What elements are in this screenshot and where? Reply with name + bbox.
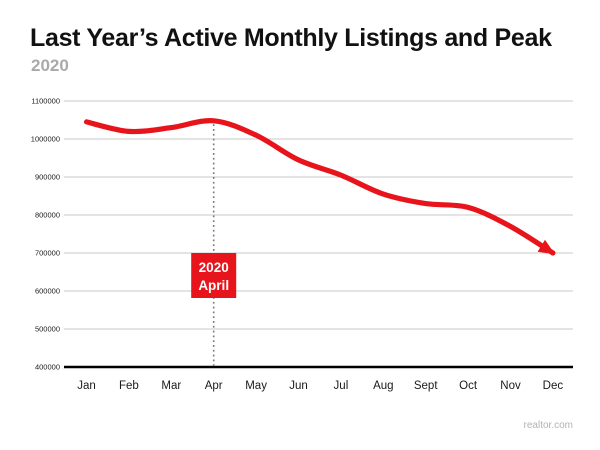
y-axis-label: 500000 (35, 325, 60, 334)
x-axis-label: Jun (289, 380, 308, 392)
watermark-realtor: realtor.com (523, 420, 573, 431)
annotation-label-year: 2020 (199, 260, 229, 275)
x-axis-label: Oct (459, 380, 478, 392)
x-axis-label: Jul (334, 380, 349, 392)
x-axis-label: Feb (119, 380, 139, 392)
listings-data-line (83, 118, 556, 256)
x-axis-label: Nov (500, 380, 521, 392)
y-axis-label: 400000 (35, 363, 60, 372)
y-axis-label: 700000 (35, 249, 60, 258)
y-axis-label: 900000 (35, 173, 60, 182)
y-axis-label: 1000000 (31, 135, 60, 144)
x-axis-label: Mar (161, 380, 181, 392)
page-subtitle: 2020 (31, 56, 69, 75)
x-axis-label: Apr (205, 380, 223, 392)
y-axis-label: 600000 (35, 287, 60, 296)
annotation-box (191, 253, 237, 298)
y-axis-label: 800000 (35, 211, 60, 220)
annotation-label-month: April (198, 278, 229, 293)
x-axis-label: May (245, 380, 267, 392)
page-title: Last Year’s Active Monthly Listings and … (30, 24, 552, 52)
x-axis-label: Sept (414, 380, 438, 392)
x-axis-label: Jan (77, 380, 96, 392)
x-axis-label: Dec (543, 380, 564, 392)
y-axis-label: 1100000 (31, 97, 60, 106)
x-axis-label: Aug (373, 380, 393, 392)
